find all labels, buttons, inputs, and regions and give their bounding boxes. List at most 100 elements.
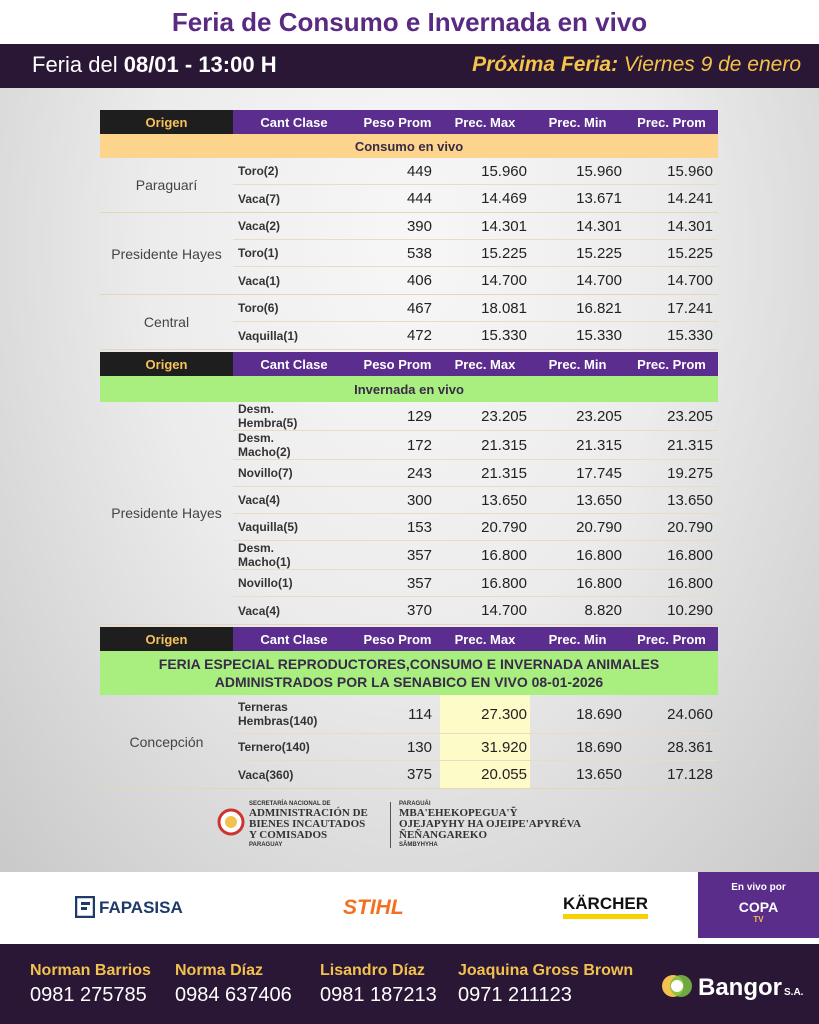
karcher: KÄRCHER [563,894,648,919]
class-cell: Vaca(7) [238,191,281,206]
date-line: Feria del 08/01 - 13:00 H [32,52,277,78]
origin-group: Presidente Hayes Desm. Hembra(5) 129 23.205… [100,402,718,625]
header-row: Origen Cant Clase Peso Prom Prec. Max Prec. … [100,627,718,651]
institution-line: ADMINISTRACIÓN DE [249,807,368,819]
number-cell: 20.055 [440,761,530,788]
number-cell: 15.225 [481,244,527,262]
data-row: Terneras Hembras(140) 114 27.300 18.690 24.0… [233,695,718,734]
institution-left: SECRETARÍA NACIONAL DE ADMINISTRACIÓN DE B… [249,800,368,849]
number-cell: 13.650 [576,766,622,783]
number-cell: 14.469 [481,190,527,207]
next-date: Viernes 9 de enero [623,53,801,76]
class-cell: Novillo(1) [238,576,293,590]
number-cell: 357 [406,574,432,592]
class-cell: Vaca(4) [238,493,281,507]
column-header: Cant Clase [233,627,355,651]
number-cell: 14.700 [481,272,527,289]
number-cell: 15.330 [667,327,713,344]
class-cell: Desm. Macho(2) [238,431,291,459]
number-cell: 10.290 [667,602,713,619]
group-rows: Terneras Hembras(140) 114 27.300 18.690 24.0… [233,695,718,788]
number-cell: 19.275 [667,464,713,482]
institution-logos: SECRETARÍA NACIONAL DE ADMINISTRACIÓN DE B… [215,800,605,852]
number-cell: 31.920 [440,734,530,760]
section-label-line: Invernada en vivo [354,381,464,397]
number-cell: 300 [406,491,432,509]
brand-suffix: S.A. [784,987,804,998]
contact-name: Joaquina Gross Brown [458,962,634,979]
section-label-line: ADMINISTRADOS POR LA SENABICO EN VIVO 08… [214,674,604,690]
number-cell: 23.205 [667,407,713,425]
group-rows: Toro(2) 449 15.960 15.960 15.960 Vaca(7) 444 14… [233,158,718,212]
group-rows: Vaca(2) 390 14.301 14.301 14.301 Toro(1) 538 15… [233,213,718,294]
number-cell: 14.700 [667,272,713,289]
column-header: Origen [100,352,233,376]
price-table: Origen Cant Clase Peso Prom Prec. Max Prec. … [100,110,718,789]
column-header: Cant Clase [233,352,355,376]
class-cell: Desm. Hembra(5) [238,402,298,430]
number-cell: 13.650 [576,491,622,509]
column-header: Prec. Min [530,110,625,134]
class-cell: Vaca(4) [238,603,281,618]
number-cell: 23.205 [481,407,527,425]
class-cell: Toro(2) [238,164,279,178]
class-cell: Desm. Macho(1) [238,541,291,569]
column-header: Prec. Prom [625,352,718,376]
data-row: Desm. Macho(2) 172 21.315 21.315 21.315 [233,431,718,460]
brand: Bangor S.A. [698,974,803,1002]
column-header: Prec. Max [440,352,530,376]
number-cell: 114 [408,705,432,723]
number-cell: 23.205 [576,407,622,425]
number-cell: 17.745 [576,464,622,482]
number-cell: 13.650 [667,491,713,509]
page-title: Feria de Consumo e Invernada en vivo [0,0,819,44]
class-cell: Vaca(2) [238,219,281,233]
column-header: Origen [100,627,233,651]
number-cell: 15.225 [576,244,622,262]
number-cell: 21.315 [667,436,713,454]
number-cell: 14.241 [667,190,713,207]
origin-cell: Presidente Hayes [111,245,222,262]
data-row: Vaquilla(5) 153 20.790 20.790 20.790 [233,514,718,541]
divider [390,802,391,848]
column-header: Prec. Prom [625,110,718,134]
next-label: Próxima Feria: [472,53,619,76]
institution-line: ÑEÑANGAREKO [399,829,488,841]
sponsor-bar: FAPASISA STIHL KÄRCHER En vivo por COPA … [0,872,819,940]
institution-line: BIENES INCAUTADOS [249,818,366,830]
number-cell: 153 [406,518,432,536]
number-cell: 390 [406,217,432,235]
group-rows: Desm. Hembra(5) 129 23.205 23.205 23.205 Desm… [233,402,718,624]
header-row: Origen Cant Clase Peso Prom Prec. Max Prec. … [100,110,718,134]
live-box: En vivo por COPA TV [698,872,819,938]
origin-group: Concepción Terneras Hembras(140) 114 27.300… [100,695,718,789]
data-row: Vaca(7) 444 14.469 13.671 14.241 [233,185,718,212]
number-cell: 370 [406,602,432,619]
class-cell: Vaquilla(1) [238,328,299,343]
institution-line: PARAGUAY [249,842,283,848]
number-cell: 472 [406,327,432,344]
emblem [217,808,245,836]
column-header: Cant Clase [233,110,355,134]
number-cell: 444 [406,190,432,207]
table-section: Origen Cant Clase Peso Prom Prec. Max Prec. … [100,110,718,350]
origin-cell: Presidente Hayes [111,505,222,521]
contact-phone: 0984 637406 [175,984,292,1006]
date: 08/01 - 13:00 H [123,52,277,77]
data-row: Desm. Hembra(5) 129 23.205 23.205 23.205 [233,402,718,431]
number-cell: 20.790 [667,518,713,536]
column-header: Peso Prom [355,352,440,376]
number-cell: 15.960 [667,162,713,180]
institution-line: SECRETARÍA NACIONAL DE [249,801,331,807]
data-row: Vaca(2) 390 14.301 14.301 14.301 [233,213,718,240]
class-cell: Vaquilla(5) [238,520,299,534]
class-cell: Toro(6) [238,301,279,315]
number-cell: 14.700 [481,602,527,619]
background [0,88,819,872]
data-row: Vaca(1) 406 14.700 14.700 14.700 [233,267,718,294]
number-cell: 14.700 [576,272,622,289]
header-row: Origen Cant Clase Peso Prom Prec. Max Prec. … [100,352,718,376]
institution-line: PARAGUÁI [399,801,431,807]
number-cell: 130 [406,738,432,756]
number-cell: 406 [406,272,432,289]
